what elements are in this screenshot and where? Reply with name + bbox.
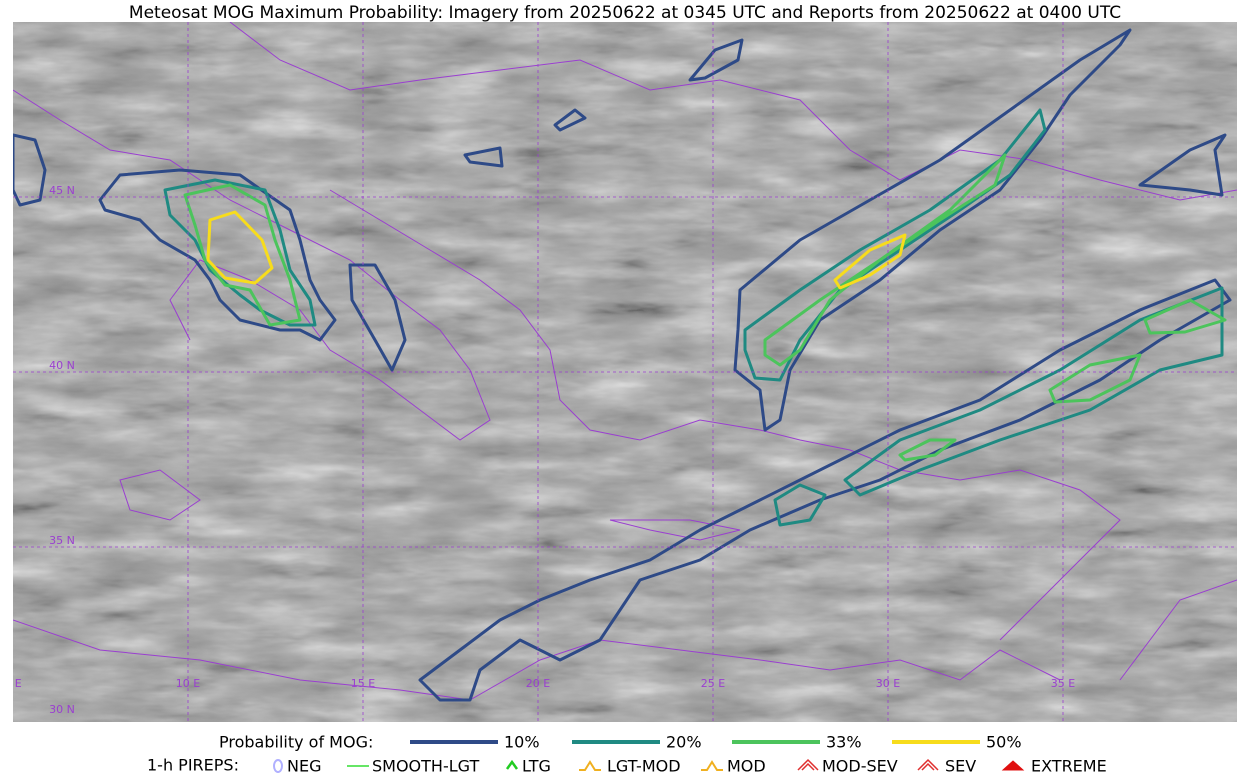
- legend-label: 20%: [666, 733, 702, 752]
- contour: [98, 168, 337, 342]
- contour: [463, 146, 504, 168]
- contour: [688, 38, 744, 82]
- legend-label: 50%: [986, 733, 1022, 752]
- legend-heading: Probability of MOG:: [219, 733, 373, 752]
- lat-label: 35 N: [49, 534, 75, 547]
- legend-label: 33%: [826, 733, 862, 752]
- contour: [733, 28, 1132, 432]
- lat-label: 45 N: [49, 184, 75, 197]
- contours: [13, 28, 1232, 702]
- graticule: 5 E 10 E 15 E 20 E 25 E 30 E 35 E 45 N 40 N 35 N 3…: [4, 22, 1237, 722]
- contour: [183, 183, 302, 327]
- pirep-icon: [579, 760, 601, 771]
- pirep-icon: [917, 758, 939, 771]
- contour: [843, 286, 1224, 497]
- contour: [206, 210, 274, 285]
- legend: Probability of MOG: 10% 20% 33% 50% 1-h PIREP…: [147, 733, 1107, 776]
- lon-label: 5 E: [4, 677, 21, 690]
- lon-label: 30 E: [876, 677, 900, 690]
- legend-label: EXTREME: [1031, 757, 1107, 776]
- legend-heading: 1-h PIREPS:: [147, 756, 239, 775]
- contour: [1138, 133, 1227, 197]
- lon-label: 20 E: [526, 677, 550, 690]
- lat-label: 30 N: [49, 703, 75, 716]
- lon-label: 15 E: [351, 677, 375, 690]
- contour: [898, 438, 957, 462]
- pirep-icon: [797, 758, 819, 771]
- legend-label: SEV: [945, 757, 976, 776]
- contour: [1048, 353, 1142, 404]
- title: Meteosat MOG Maximum Probability: Imager…: [129, 3, 1121, 23]
- pirep-icon: [273, 759, 283, 773]
- contour: [418, 278, 1232, 702]
- contour: [348, 263, 407, 372]
- lon-label: 25 E: [701, 677, 725, 690]
- map: 5 E 10 E 15 E 20 E 25 E 30 E 35 E 45 N 40 N 35 N 3…: [4, 22, 1237, 722]
- contour: [833, 233, 907, 290]
- pirep-icon: [701, 760, 723, 771]
- contour: [773, 483, 827, 527]
- legend-label: SMOOTH-LGT: [372, 757, 479, 776]
- lon-label: 35 E: [1051, 677, 1075, 690]
- pirep-icon: [1001, 760, 1025, 771]
- contour: [553, 108, 587, 132]
- contour: [1143, 298, 1227, 335]
- lat-label: 40 N: [49, 359, 75, 372]
- legend-label: MOD: [727, 757, 766, 776]
- coastlines: [13, 22, 1237, 701]
- legend-label: 10%: [504, 733, 540, 752]
- pirep-icon: [505, 759, 519, 770]
- legend-label: NEG: [287, 757, 321, 776]
- legend-label: MOD-SEV: [822, 757, 898, 776]
- lon-label: 10 E: [176, 677, 200, 690]
- contour: [763, 153, 1007, 367]
- legend-label: LGT-MOD: [607, 757, 681, 776]
- legend-label: LTG: [522, 757, 551, 776]
- contour: [13, 133, 47, 207]
